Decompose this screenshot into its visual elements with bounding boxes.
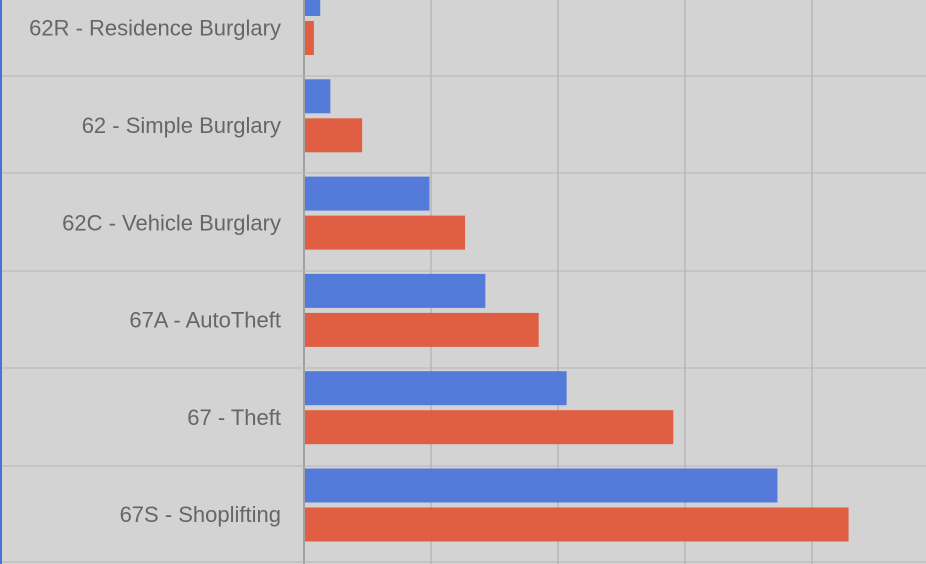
bar-series-1 (305, 468, 778, 503)
category-label: 67A - AutoTheft (129, 308, 281, 333)
bars (305, 0, 849, 542)
category-label: 62R - Residence Burglary (29, 16, 281, 41)
bar-series-2 (305, 21, 314, 55)
category-labels: 62R - Residence Burglary 62 - Simple Burg… (29, 16, 281, 528)
bar-series-1 (305, 273, 486, 308)
category-label: 67 - Theft (187, 405, 281, 430)
category-label: 62C - Vehicle Burglary (62, 210, 281, 235)
bar-series-1 (305, 371, 567, 406)
bar-series-1 (305, 79, 331, 114)
bar-series-1 (305, 0, 321, 16)
bar-series-2 (305, 312, 539, 347)
bar-series-1 (305, 176, 430, 211)
bar-series-2 (305, 410, 674, 445)
bar-series-2 (305, 507, 849, 542)
category-label: 62 - Simple Burglary (82, 113, 281, 138)
category-label: 67S - Shoplifting (120, 502, 281, 527)
bar-series-2 (305, 215, 466, 250)
bar-series-2 (305, 118, 363, 153)
